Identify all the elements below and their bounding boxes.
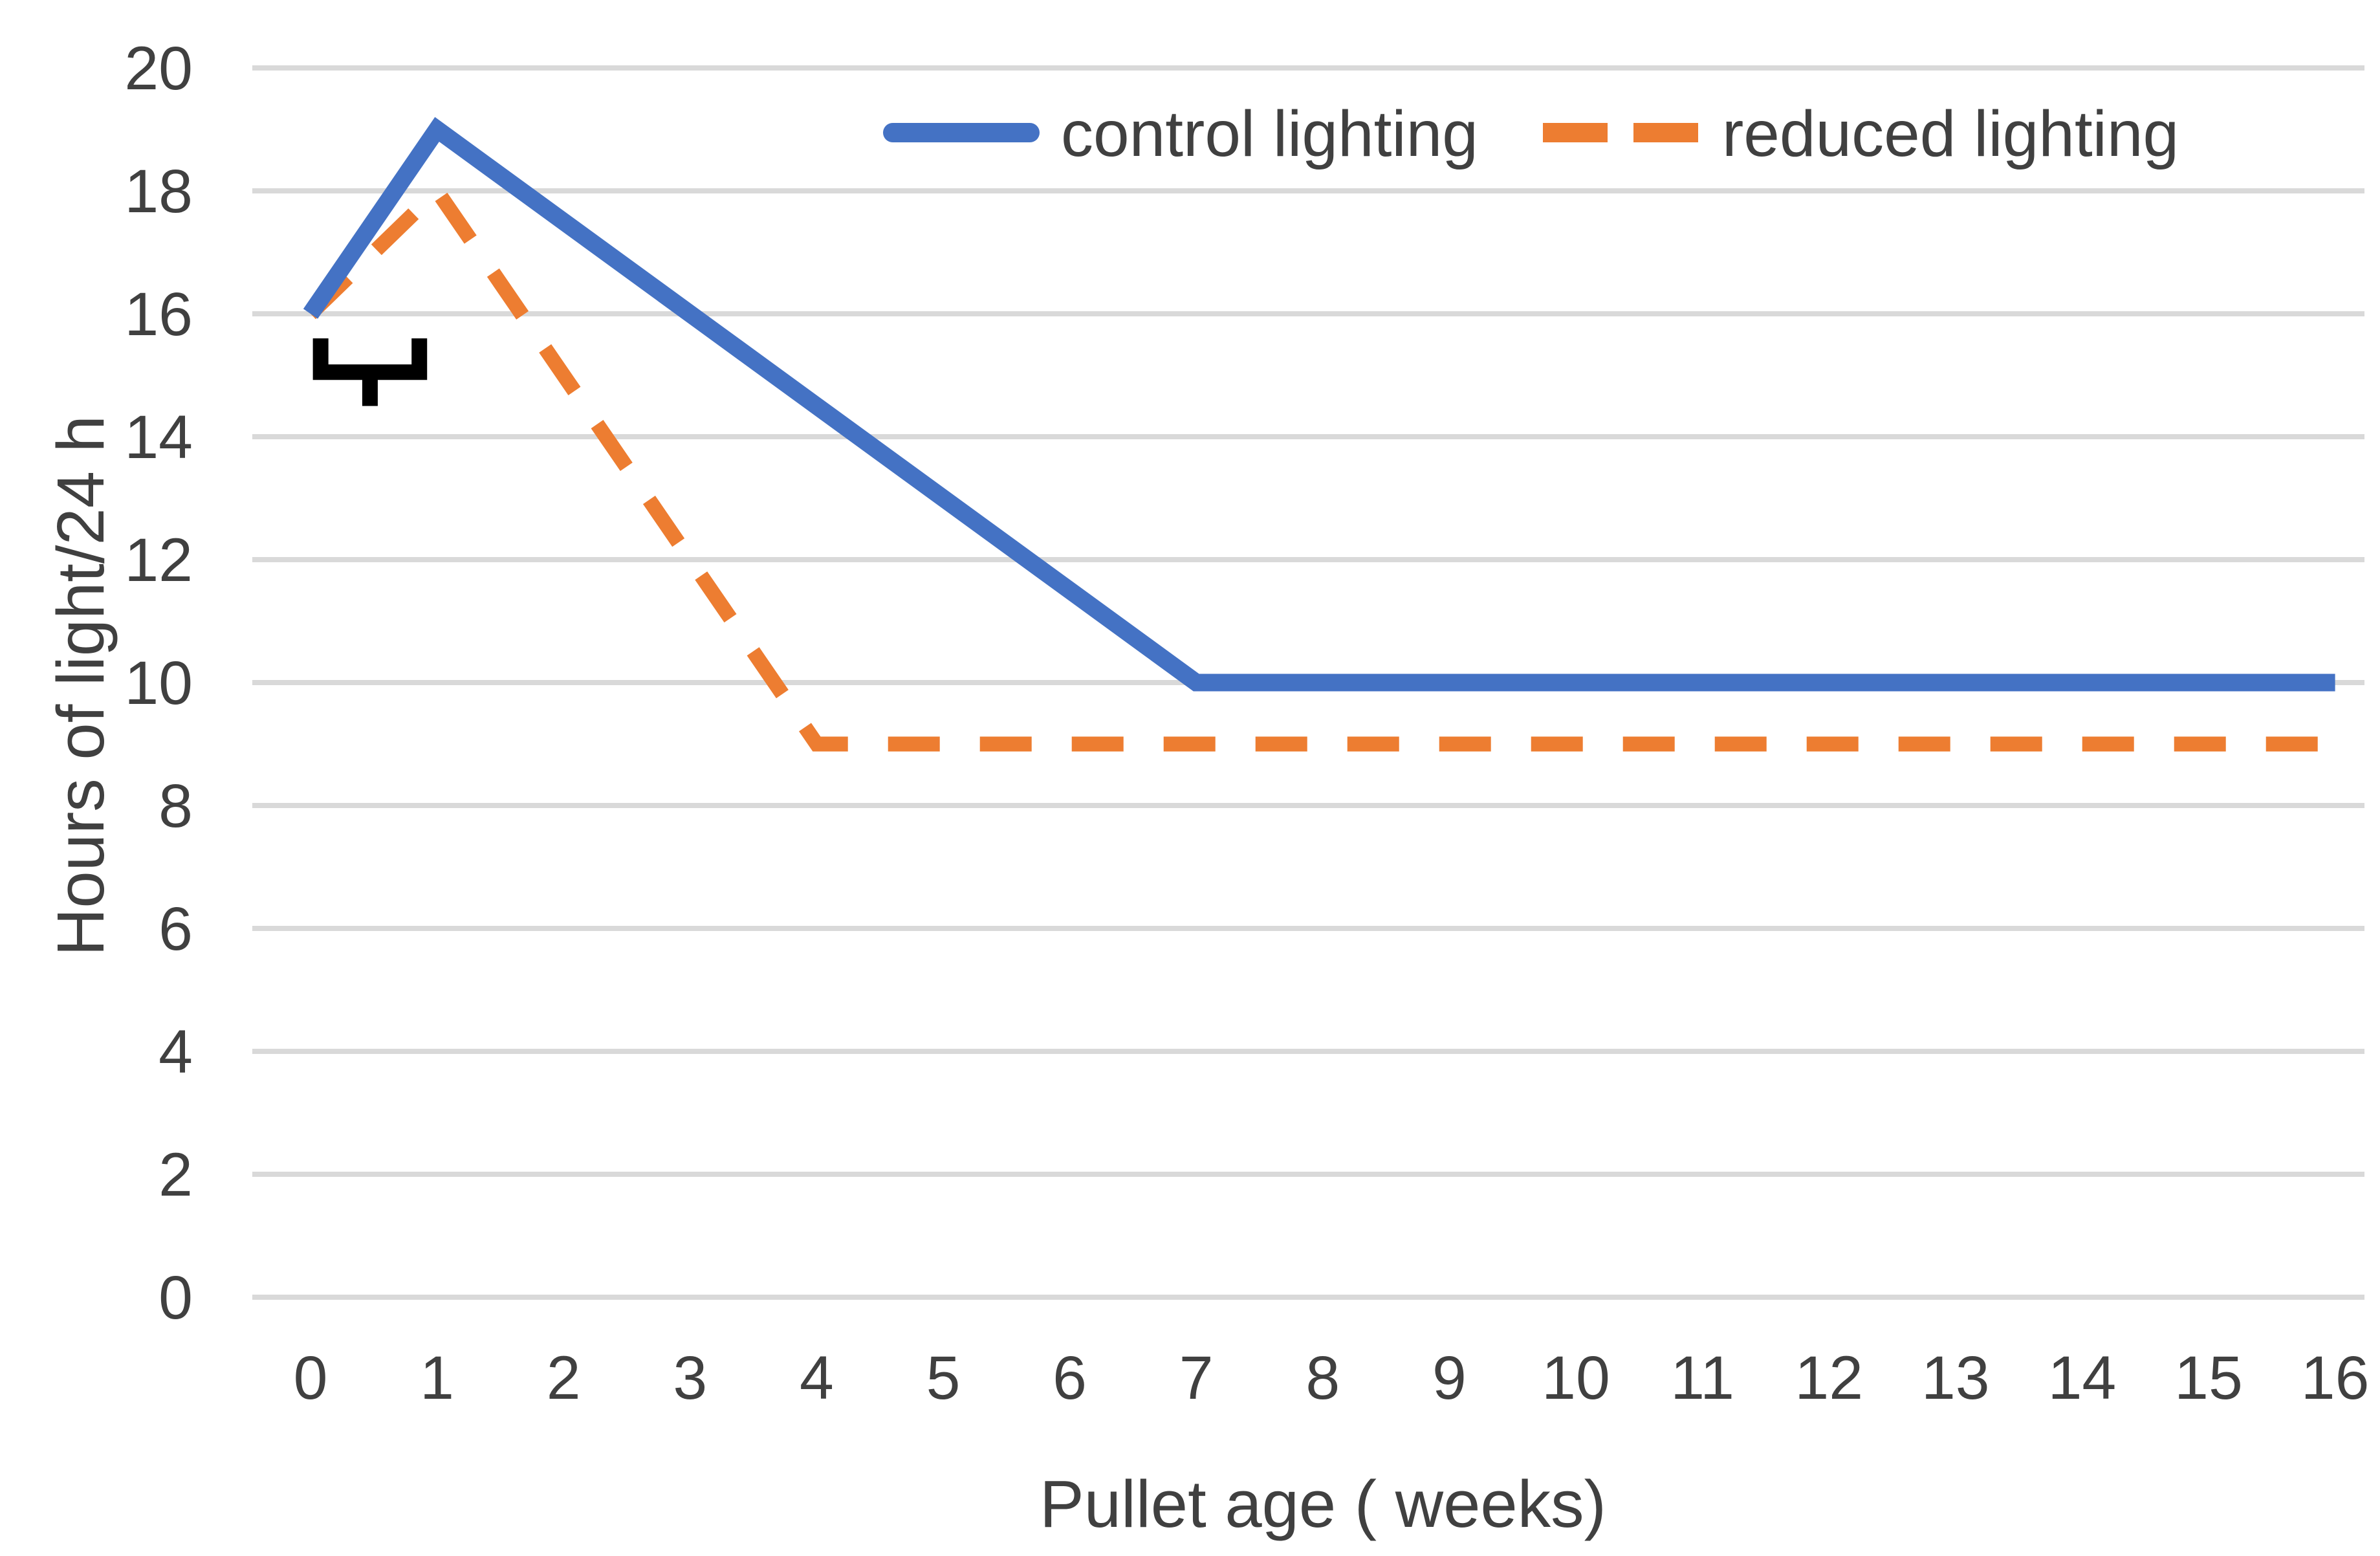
y-tick-label-18: 18 [124, 157, 193, 226]
y-tick-label-14: 14 [124, 403, 193, 472]
x-tick-label-16: 16 [2301, 1344, 2370, 1412]
x-tick-label-9: 9 [1432, 1344, 1467, 1412]
x-tick-label-7: 7 [1179, 1344, 1214, 1412]
x-tick-label-10: 10 [1542, 1344, 1610, 1412]
y-tick-label-0: 0 [158, 1264, 193, 1332]
x-tick-label-13: 13 [1921, 1344, 1990, 1412]
x-tick-label-12: 12 [1795, 1344, 1863, 1412]
x-tick-label-0: 0 [294, 1344, 328, 1412]
bracket-annotation [312, 338, 428, 406]
y-tick-label-2: 2 [158, 1141, 193, 1209]
y-tick-label-16: 16 [124, 280, 193, 349]
y-tick-label-8: 8 [158, 772, 193, 840]
x-tick-label-3: 3 [673, 1344, 707, 1412]
x-tick-label-15: 15 [2174, 1344, 2243, 1412]
legend-label-control-lighting: control lighting [1061, 98, 1478, 170]
y-tick-label-20: 20 [124, 34, 193, 103]
x-tick-label-6: 6 [1053, 1344, 1087, 1412]
x-tick-label-5: 5 [926, 1344, 961, 1412]
x-axis-title: Pullet age ( weeks) [1040, 1467, 1606, 1541]
x-tick-label-8: 8 [1305, 1344, 1340, 1412]
series-lines [303, 116, 2335, 752]
x-tick-label-14: 14 [2048, 1344, 2117, 1412]
x-tick-label-2: 2 [547, 1344, 581, 1412]
x-tick-label-4: 4 [800, 1344, 834, 1412]
x-tick-label-11: 11 [1670, 1344, 1734, 1412]
y-tick-label-6: 6 [158, 895, 193, 963]
x-axis-tick-labels: 0 1 2 3 4 5 6 7 8 9 10 11 12 13 14 15 16 [294, 1344, 2370, 1412]
legend-label-reduced-lighting: reduced lighting [1722, 98, 2179, 170]
y-tick-label-4: 4 [158, 1018, 193, 1086]
y-axis-title: Hours of light/24 h [43, 415, 118, 956]
series-line-control-lighting [303, 116, 2335, 692]
x-tick-label-1: 1 [420, 1344, 454, 1412]
legend: control lighting reduced lighting [883, 98, 2179, 170]
y-axis-tick-labels: 0 2 4 6 8 10 12 14 16 18 20 [124, 34, 193, 1332]
y-tick-label-12: 12 [124, 526, 193, 595]
series-line-reduced-lighting [305, 179, 2335, 752]
y-tick-label-10: 10 [124, 649, 193, 718]
